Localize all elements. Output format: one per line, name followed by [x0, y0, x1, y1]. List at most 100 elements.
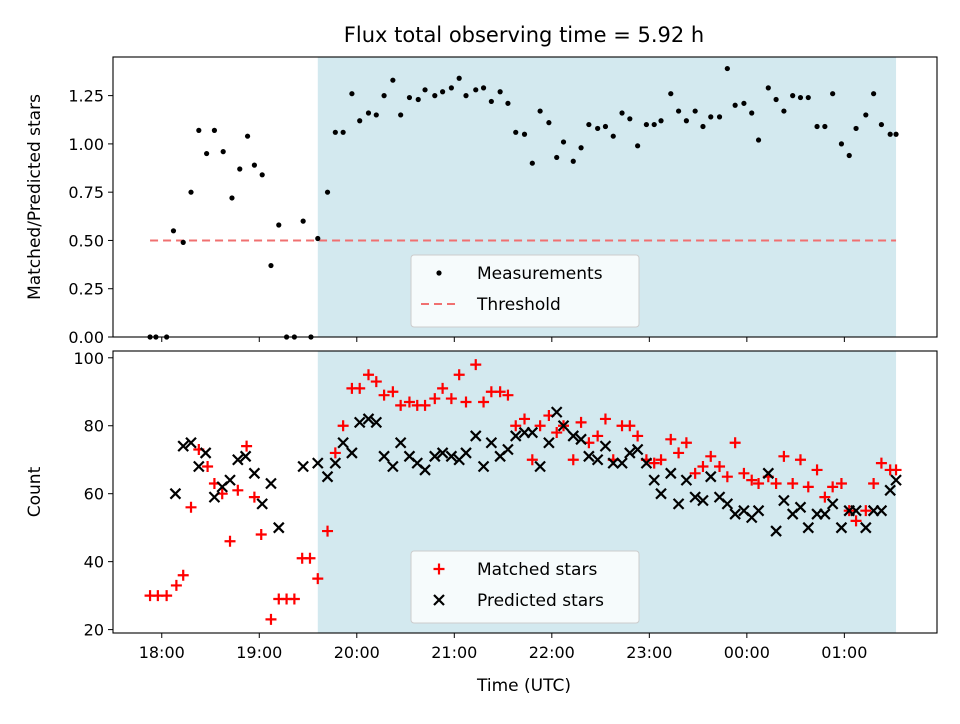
data-point: [453, 369, 465, 381]
data-point: [297, 460, 309, 473]
x-tick-label: 22:00: [529, 643, 575, 662]
x-tick-label: 00:00: [724, 643, 770, 662]
data-point: [248, 467, 261, 480]
data-point: [477, 460, 490, 473]
data-point: [177, 440, 189, 452]
data-point: [362, 413, 375, 425]
data-point: [440, 89, 446, 95]
data-point: [390, 77, 396, 83]
data-point: [463, 93, 469, 99]
x-axis-label: Time (UTC): [476, 676, 571, 696]
data-point: [378, 450, 390, 463]
data-point: [729, 437, 741, 449]
data-point: [716, 114, 723, 120]
y-tick-label: 0.25: [68, 280, 104, 299]
data-point: [599, 413, 611, 425]
data-point: [337, 436, 349, 449]
data-point: [655, 454, 667, 466]
data-point: [509, 430, 522, 442]
data-point: [616, 457, 628, 469]
data-point: [749, 110, 755, 116]
data-point: [830, 91, 836, 97]
y-tick-label: 100: [73, 349, 104, 368]
x-tick-label: 20:00: [334, 643, 380, 662]
legend-box: [410, 550, 640, 624]
data-point: [315, 235, 321, 242]
data-point: [578, 145, 584, 151]
data-point: [850, 504, 862, 517]
data-point: [705, 450, 717, 462]
data-point: [819, 508, 831, 520]
data-point: [838, 141, 845, 147]
data-point: [602, 123, 609, 130]
data-point: [697, 461, 709, 473]
data-point: [648, 457, 660, 469]
data-point: [248, 491, 260, 503]
data-point: [651, 121, 657, 128]
data-point: [778, 494, 790, 507]
legend-entry-label: Measurements: [477, 264, 603, 284]
data-point: [729, 508, 741, 520]
data-point: [180, 239, 186, 245]
data-point: [232, 453, 244, 466]
data-point: [635, 143, 641, 149]
data-point: [304, 552, 316, 564]
data-point: [437, 382, 449, 394]
y-tick-label: 1.00: [68, 135, 104, 154]
data-point: [460, 396, 472, 408]
data-point: [255, 528, 267, 540]
data-point: [387, 386, 399, 398]
data-point: [607, 457, 620, 469]
series-cross-markers: [169, 406, 902, 537]
y-tick-label: 0.00: [68, 328, 104, 347]
legend-marker-swatch: [433, 594, 445, 606]
data-point: [668, 91, 674, 97]
data-point: [373, 112, 379, 118]
y-tick-label: 0.75: [68, 183, 104, 202]
data-point: [169, 487, 182, 500]
data-point: [505, 100, 511, 106]
data-point: [557, 419, 570, 432]
data-point: [403, 396, 415, 408]
y-tick-label: 80: [84, 417, 104, 436]
data-point: [794, 454, 806, 466]
data-point: [675, 108, 682, 114]
data-point: [822, 123, 828, 130]
x-tick-label: 23:00: [626, 643, 672, 662]
data-point: [680, 437, 692, 449]
data-point: [241, 440, 253, 452]
data-point: [550, 406, 563, 418]
data-point: [814, 123, 820, 130]
data-point: [445, 393, 457, 405]
data-point: [202, 461, 214, 473]
data-point: [835, 521, 848, 534]
data-point: [256, 498, 268, 510]
data-point: [381, 93, 387, 99]
data-point: [432, 93, 438, 99]
data-point: [224, 474, 236, 486]
data-point: [429, 393, 441, 405]
data-point: [680, 474, 693, 486]
data-point: [312, 457, 324, 469]
data-point: [887, 131, 893, 137]
axes-frame: [112, 56, 938, 338]
data-point: [871, 91, 877, 97]
data-point: [211, 127, 218, 133]
data-point: [354, 382, 366, 394]
data-point: [868, 478, 880, 490]
data-point: [394, 436, 407, 449]
data-point: [624, 420, 636, 432]
data-point: [802, 481, 814, 493]
data-point: [704, 470, 717, 483]
data-point: [534, 420, 546, 432]
data-point: [329, 447, 341, 459]
data-point: [470, 359, 482, 371]
data-point: [473, 87, 479, 93]
data-point: [770, 525, 782, 537]
data-point: [232, 484, 244, 496]
data-point: [624, 447, 636, 459]
data-point: [220, 149, 226, 155]
data-point: [781, 108, 787, 114]
data-point: [583, 450, 595, 463]
data-point: [827, 481, 839, 493]
